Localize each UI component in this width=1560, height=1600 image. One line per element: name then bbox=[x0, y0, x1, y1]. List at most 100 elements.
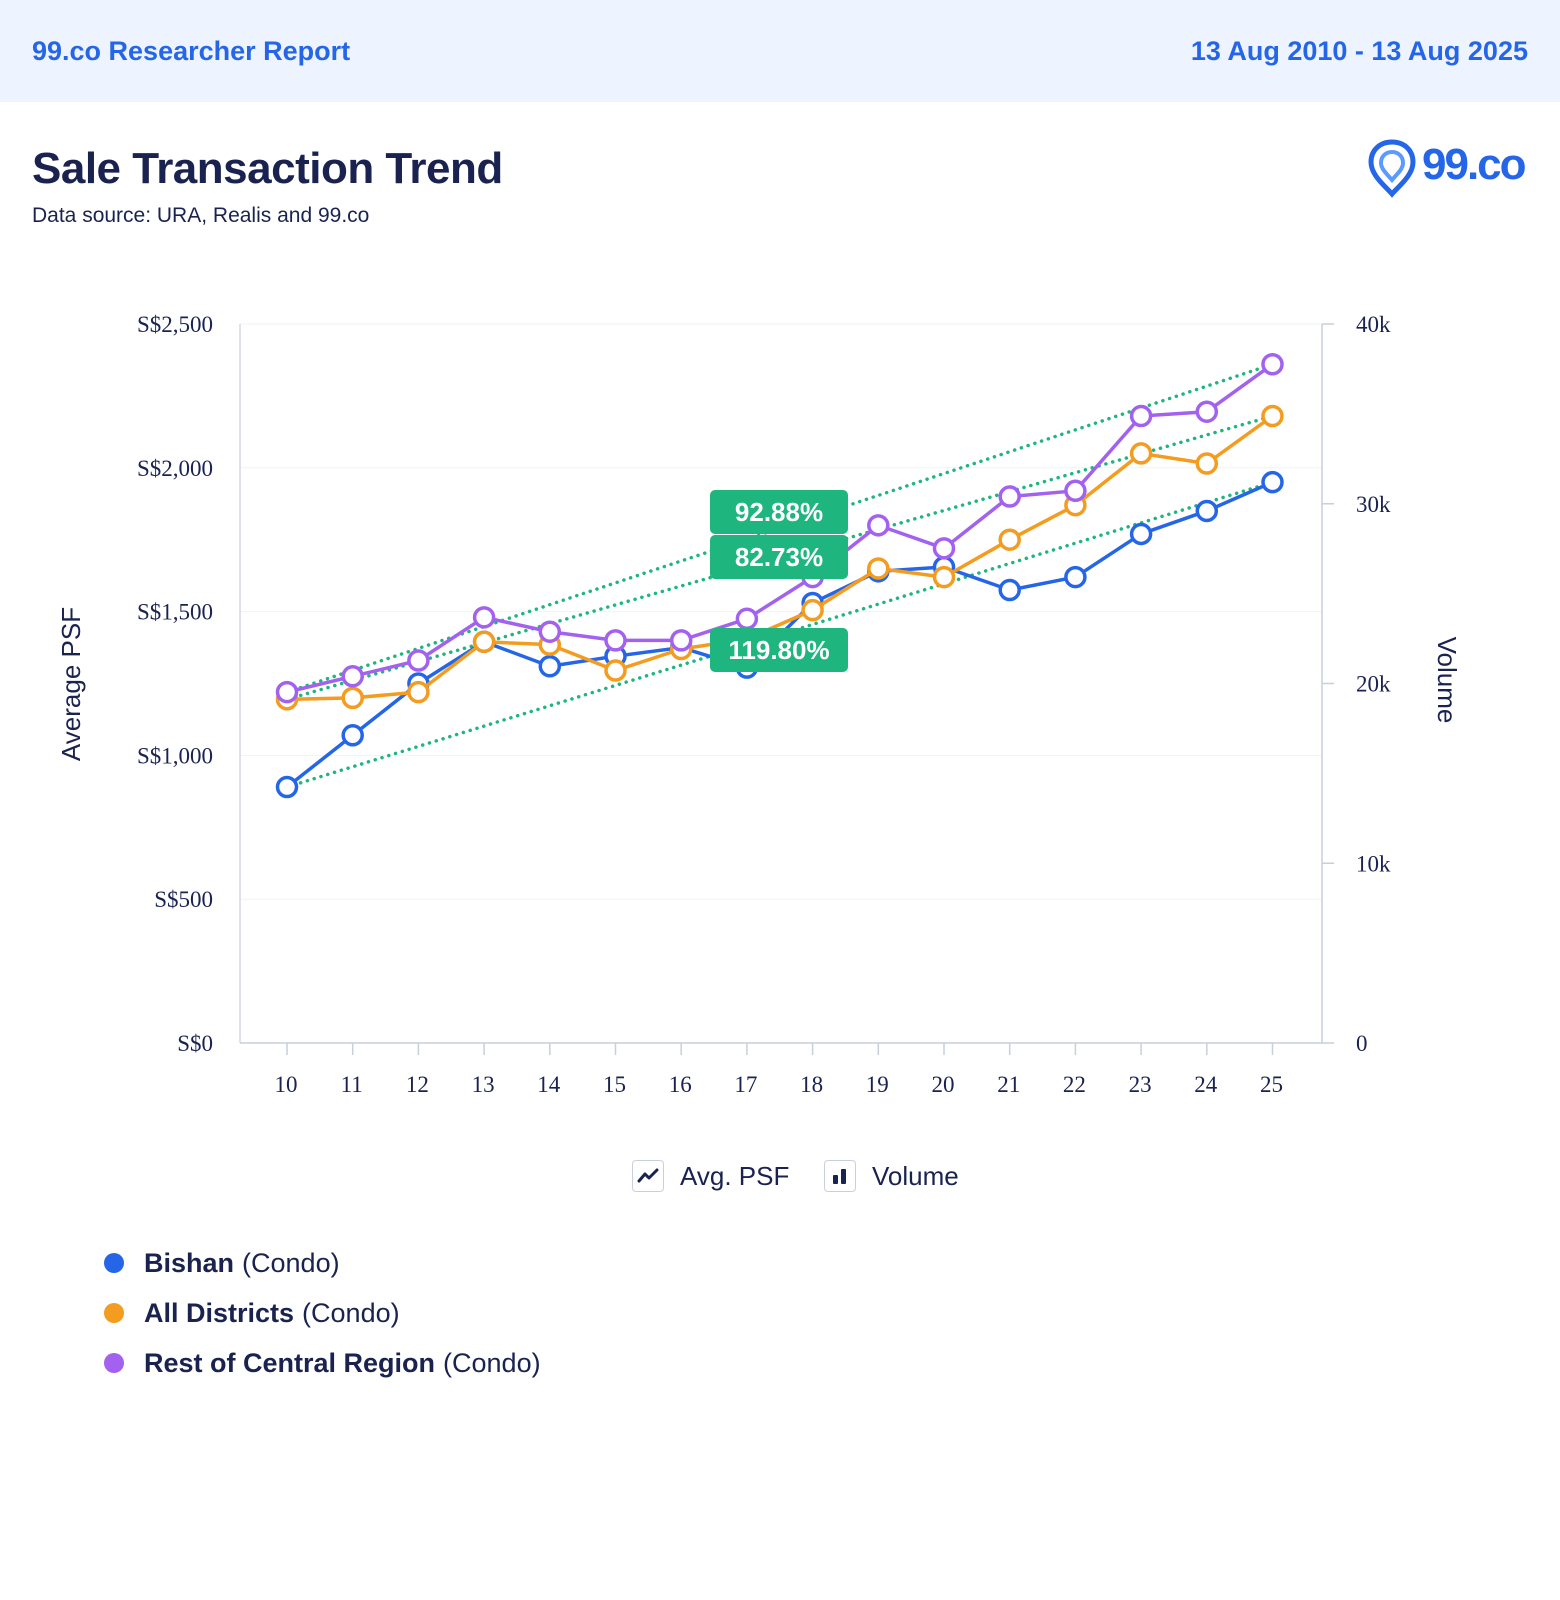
series-line bbox=[286, 362, 1274, 694]
data-point bbox=[1129, 442, 1153, 465]
data-source: Data source: URA, Realis and 99.co bbox=[32, 204, 370, 227]
x-tick-label: 12 bbox=[406, 1072, 429, 1097]
x-tick-label: 19 bbox=[866, 1072, 889, 1097]
series-legend: Bishan (Condo) All Districts (Condo) Res… bbox=[104, 1238, 541, 1388]
x-tick-label: 16 bbox=[669, 1072, 692, 1097]
data-point bbox=[998, 578, 1021, 602]
data-point bbox=[604, 629, 627, 652]
x-tick-label: 10 bbox=[275, 1072, 298, 1097]
y-left-tick-label: S$0 bbox=[177, 1031, 213, 1056]
legend-series-type: (Condo) bbox=[242, 1247, 340, 1278]
y-left-tick-label: S$1,000 bbox=[137, 743, 213, 768]
data-point bbox=[1129, 522, 1153, 546]
data-point bbox=[1129, 404, 1153, 428]
x-tick-label: 17 bbox=[734, 1072, 757, 1097]
x-tick-label: 11 bbox=[341, 1072, 363, 1097]
data-point bbox=[604, 659, 627, 682]
y-right-tick-label: 0 bbox=[1356, 1031, 1368, 1056]
y-right-tick-label: 30k bbox=[1356, 492, 1391, 517]
data-point bbox=[1064, 479, 1087, 503]
data-point bbox=[1195, 499, 1219, 523]
x-tick-label: 13 bbox=[472, 1072, 495, 1097]
data-point bbox=[932, 537, 956, 560]
page-title: Sale Transaction Trend bbox=[32, 144, 503, 193]
x-tick-label: 20 bbox=[932, 1072, 955, 1097]
data-point bbox=[538, 620, 562, 643]
y-left-tick-label: S$500 bbox=[154, 887, 213, 912]
data-point bbox=[932, 565, 956, 589]
legend-item[interactable]: Bishan (Condo) bbox=[104, 1238, 541, 1288]
growth-badge bbox=[710, 490, 848, 534]
data-point bbox=[407, 649, 430, 672]
y-right-axis-title: Volume bbox=[1432, 637, 1462, 724]
y-right-tick-label: 40k bbox=[1356, 312, 1391, 337]
data-point bbox=[472, 630, 496, 654]
legend-dot bbox=[104, 1303, 124, 1323]
report-brand: 99.co Researcher Report bbox=[32, 36, 351, 66]
data-point bbox=[1261, 404, 1284, 428]
legend-series-name: All Districts bbox=[144, 1297, 295, 1328]
legend-item[interactable]: All Districts (Condo) bbox=[104, 1288, 541, 1338]
data-point bbox=[669, 629, 693, 652]
data-point bbox=[341, 686, 364, 710]
x-tick-label: 15 bbox=[603, 1072, 626, 1097]
x-tick-label: 22 bbox=[1063, 1072, 1086, 1097]
data-point bbox=[801, 598, 824, 622]
data-point bbox=[735, 607, 759, 631]
y-left-tick-label: S$2,000 bbox=[137, 456, 213, 481]
toggle-volume-label: Volume bbox=[872, 1160, 959, 1191]
data-point bbox=[275, 680, 299, 704]
brand-logo: 99.co bbox=[1366, 136, 1536, 200]
legend-series-type: (Condo) bbox=[443, 1347, 541, 1378]
data-point bbox=[472, 606, 496, 629]
y-left-tick-label: S$1,500 bbox=[137, 600, 213, 625]
data-point bbox=[538, 654, 562, 678]
data-point bbox=[407, 680, 430, 704]
x-tick-label: 18 bbox=[800, 1072, 823, 1097]
growth-badge bbox=[710, 628, 848, 672]
toggle-volume[interactable]: Volume bbox=[824, 1160, 959, 1192]
legend-series-name: Bishan bbox=[144, 1247, 235, 1278]
toggle-avg-psf[interactable]: Avg. PSF bbox=[632, 1160, 789, 1192]
sale-transaction-chart: S$0 S$500 S$1,000 S$1,500 S$2,000 S$2,500 0 10k… bbox=[56, 312, 1462, 1097]
data-point bbox=[1064, 565, 1087, 589]
y-right-tick-label: 20k bbox=[1356, 672, 1391, 697]
data-point bbox=[998, 528, 1021, 551]
x-tick-label: 24 bbox=[1194, 1072, 1218, 1097]
growth-badge-label: 82.73% bbox=[735, 542, 823, 572]
y-left-tick-label: S$2,500 bbox=[137, 312, 213, 337]
data-point bbox=[341, 665, 364, 688]
legend-dot bbox=[104, 1253, 124, 1273]
bar-chart-icon bbox=[824, 1160, 856, 1192]
legend-item[interactable]: Rest of Central Region (Condo) bbox=[104, 1338, 541, 1388]
growth-badge-label: 92.88% bbox=[735, 497, 823, 527]
growth-badge bbox=[710, 535, 848, 579]
data-point bbox=[867, 557, 890, 580]
date-range: 13 Aug 2010 - 13 Aug 2025 bbox=[1190, 36, 1528, 66]
data-point bbox=[1261, 470, 1284, 494]
location-pin-icon bbox=[1368, 139, 1416, 198]
line-chart-icon bbox=[632, 1160, 664, 1192]
y-right-tick-label: 10k bbox=[1356, 851, 1391, 876]
report-header: 99.co Researcher Report 13 Aug 2010 - 13… bbox=[0, 0, 1560, 102]
trend-line bbox=[285, 480, 1275, 789]
toggle-avg-psf-label: Avg. PSF bbox=[680, 1160, 790, 1191]
x-tick-label: 21 bbox=[997, 1072, 1020, 1097]
growth-badge-label: 119.80% bbox=[728, 635, 829, 665]
legend-series-type: (Condo) bbox=[302, 1297, 400, 1328]
data-point bbox=[1261, 353, 1284, 376]
legend-series-name: Rest of Central Region bbox=[144, 1347, 436, 1378]
y-left-axis-title: Average PSF bbox=[56, 607, 86, 761]
x-tick-label: 25 bbox=[1260, 1072, 1283, 1097]
data-point bbox=[867, 514, 890, 537]
data-point bbox=[275, 775, 299, 799]
x-tick-label: 14 bbox=[537, 1072, 561, 1097]
data-point bbox=[1195, 400, 1219, 423]
data-point bbox=[341, 724, 364, 747]
data-point bbox=[1195, 452, 1219, 475]
series-line bbox=[286, 414, 1274, 702]
x-tick-label: 23 bbox=[1129, 1072, 1152, 1097]
logo-wordmark: 99.co bbox=[1422, 140, 1527, 189]
data-point bbox=[998, 485, 1021, 508]
legend-dot bbox=[104, 1353, 124, 1373]
